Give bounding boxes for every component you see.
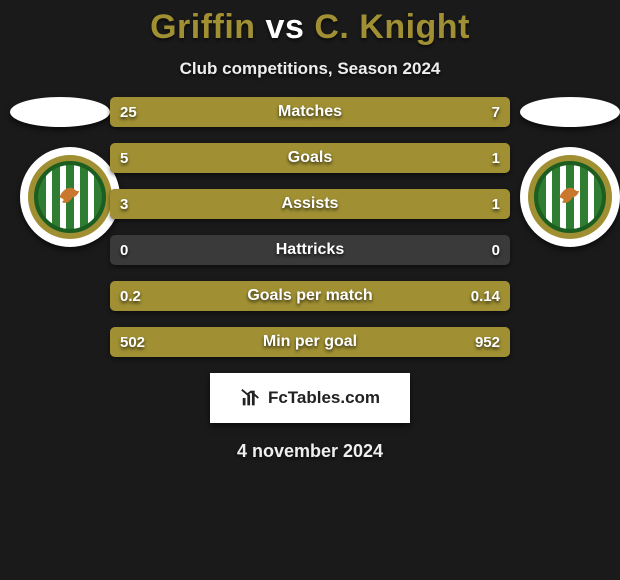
- stat-bar-left: [110, 97, 370, 127]
- player2-avatar-placeholder: [520, 97, 620, 127]
- player1-avatar-placeholder: [10, 97, 110, 127]
- stat-row: 0.20.14Goals per match: [110, 281, 510, 311]
- player1-name: Griffin: [150, 8, 255, 46]
- stat-label: Hattricks: [110, 235, 510, 265]
- source-attribution-badge: FcTables.com: [210, 373, 410, 423]
- comparison-subtitle: Club competitions, Season 2024: [0, 59, 620, 79]
- stat-bar-right: [290, 281, 510, 311]
- stat-bar-left: [110, 327, 250, 357]
- stat-bars-container: 257Matches 51Goals 31Assists 0 0Hattricks 0.2…: [110, 97, 510, 357]
- stat-row: 502952Min per goal: [110, 327, 510, 357]
- stat-bar-left: [110, 189, 350, 219]
- player2-name: C. Knight: [314, 8, 470, 46]
- stat-row: 0 0Hattricks: [110, 235, 510, 265]
- stat-row: 51Goals: [110, 143, 510, 173]
- comparison-title: Griffin vs C. Knight: [0, 0, 620, 47]
- chart-icon: [240, 387, 262, 409]
- stat-row: 31Assists: [110, 189, 510, 219]
- player2-club-crest: [520, 147, 620, 247]
- stat-bar-right: [350, 189, 510, 219]
- source-name: FcTables.com: [268, 388, 380, 408]
- vs-separator: vs: [266, 8, 305, 46]
- comparison-date: 4 november 2024: [0, 441, 620, 462]
- stat-bar-right: [350, 143, 510, 173]
- stat-value-left: 0: [120, 235, 128, 265]
- stat-value-right: 0: [492, 235, 500, 265]
- stat-bar-left: [110, 143, 350, 173]
- stat-row: 257Matches: [110, 97, 510, 127]
- wyvern-icon: [56, 181, 84, 209]
- stat-bar-right: [250, 327, 510, 357]
- comparison-content: 257Matches 51Goals 31Assists 0 0Hattricks 0.2…: [0, 97, 620, 357]
- player1-club-crest: [20, 147, 120, 247]
- stat-bar-left: [110, 281, 290, 311]
- wyvern-icon: [556, 181, 584, 209]
- stat-bar-right: [370, 97, 510, 127]
